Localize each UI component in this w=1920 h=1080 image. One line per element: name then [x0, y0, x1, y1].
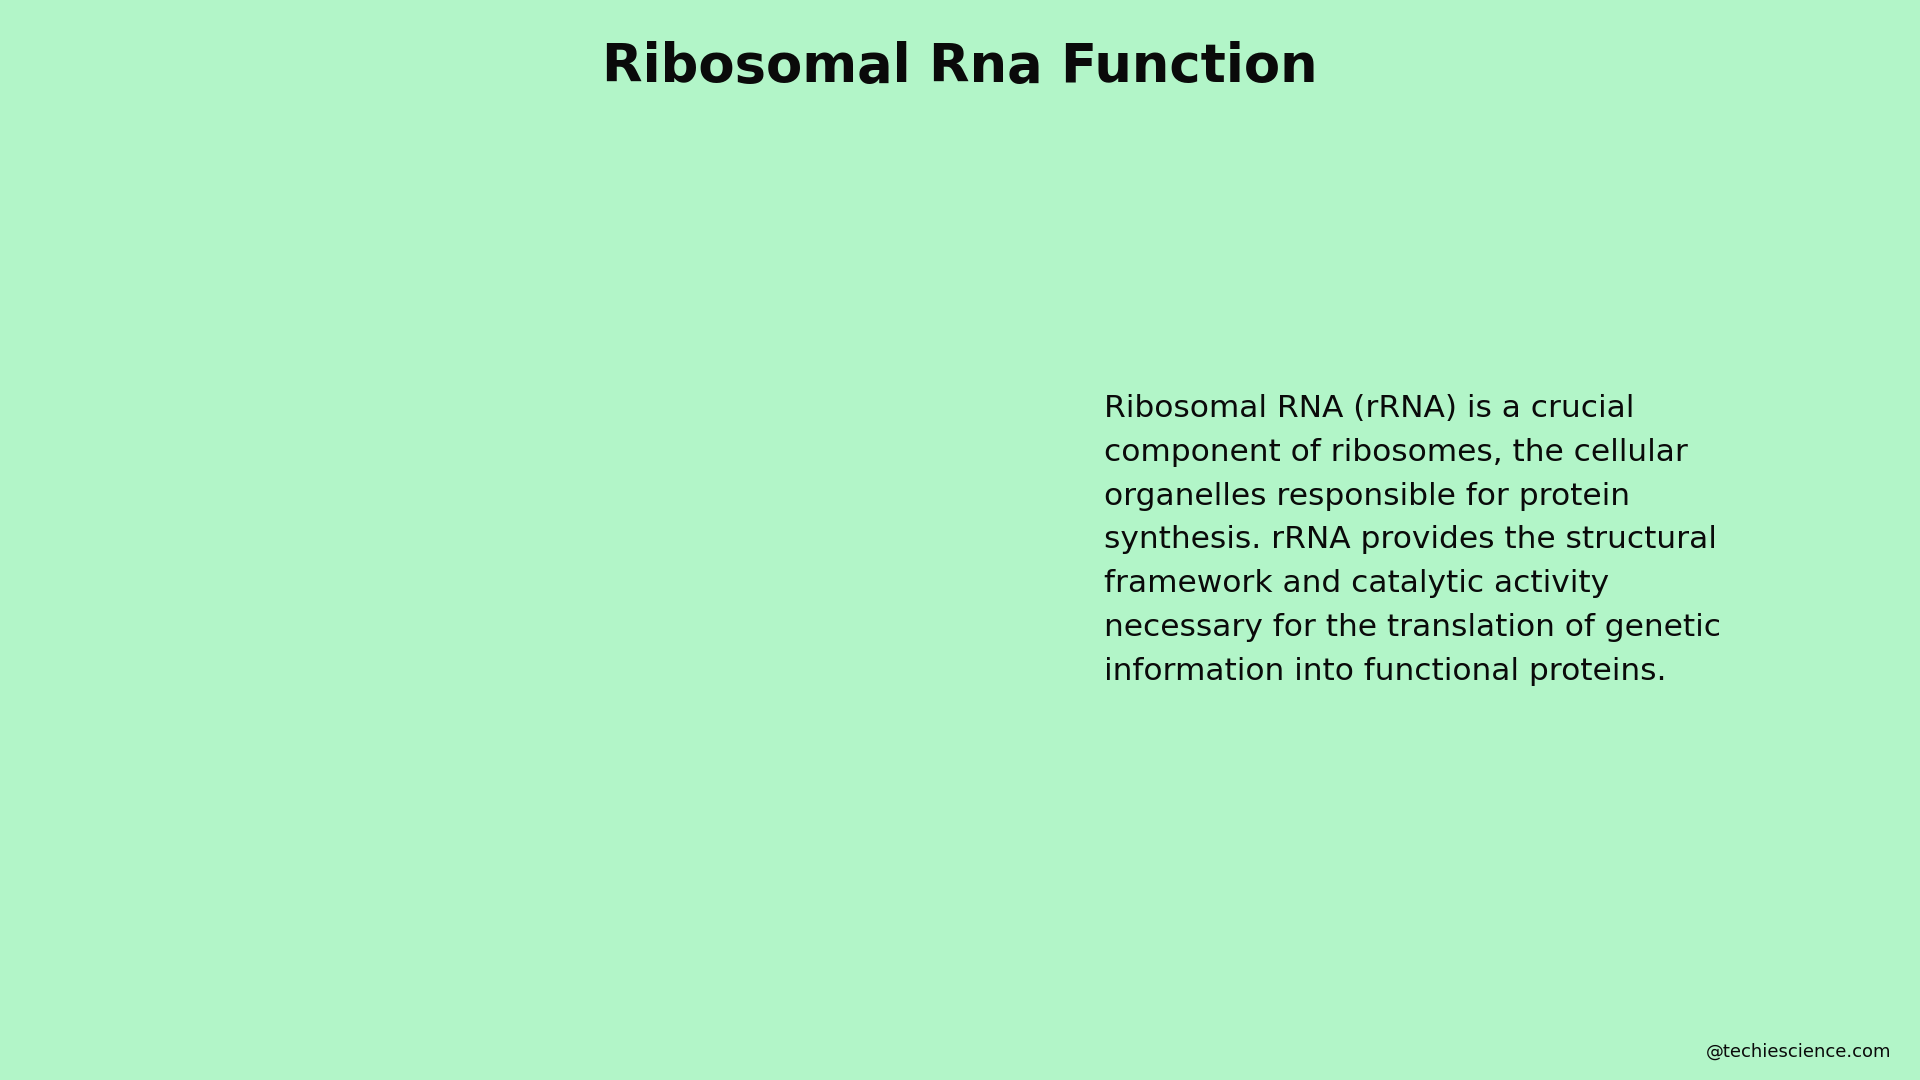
Text: Ribosomal Rna Function: Ribosomal Rna Function: [603, 41, 1317, 93]
Text: Ribosomal RNA (rRNA) is a crucial
component of ribosomes, the cellular
organelle: Ribosomal RNA (rRNA) is a crucial compon…: [1104, 393, 1720, 687]
Text: @techiescience.com: @techiescience.com: [1705, 1042, 1891, 1061]
